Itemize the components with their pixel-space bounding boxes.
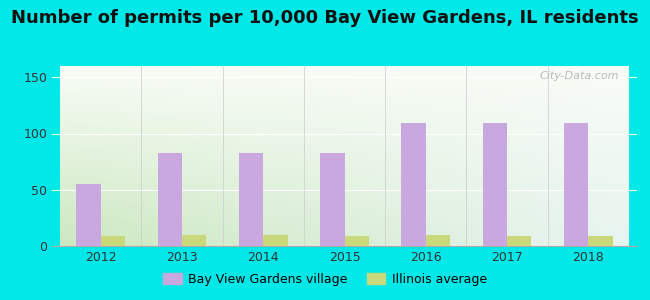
Bar (182, 235, 207, 246)
Bar (239, 153, 263, 246)
Bar (482, 123, 507, 246)
Bar (402, 123, 426, 246)
Bar (157, 153, 182, 246)
Bar (588, 236, 612, 246)
Bar (263, 235, 287, 246)
Bar (426, 235, 450, 246)
Bar (320, 153, 345, 246)
Bar (344, 236, 369, 246)
Bar (564, 123, 588, 246)
Bar (77, 184, 101, 246)
Bar (507, 236, 532, 246)
Legend: Bay View Gardens village, Illinois average: Bay View Gardens village, Illinois avera… (159, 268, 491, 291)
Text: City-Data.com: City-Data.com (540, 71, 619, 81)
Bar (101, 236, 125, 246)
Text: Number of permits per 10,000 Bay View Gardens, IL residents: Number of permits per 10,000 Bay View Ga… (11, 9, 639, 27)
